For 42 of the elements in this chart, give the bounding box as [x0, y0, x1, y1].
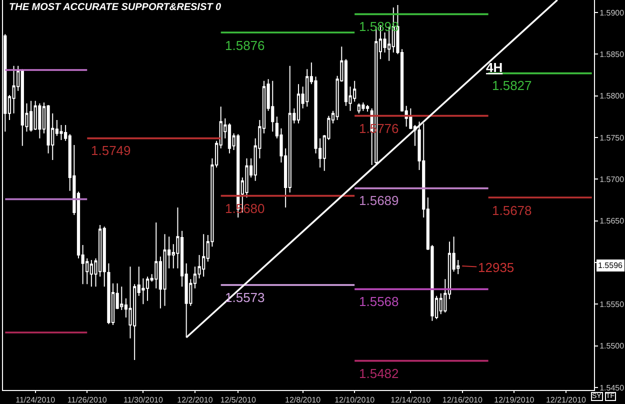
y-tick-label: 1.5700 — [600, 174, 625, 184]
y-tick-label: 1.5750 — [600, 133, 625, 142]
x-tick-label: 12/8/2010 — [285, 396, 322, 404]
series-label: 1.5482 — [359, 366, 399, 381]
candlestick — [228, 122, 232, 154]
y-tick-label: 1.5900 — [600, 8, 625, 18]
x-tick-label: 11/26/2010 — [67, 396, 108, 404]
series-label: 1.5678 — [492, 203, 532, 218]
candlestick — [296, 84, 300, 124]
candlestick — [107, 262, 110, 325]
y-tick-label: 1.5550 — [600, 300, 625, 309]
series-label: 1.5689 — [359, 193, 399, 208]
x-tick-label: 12/5/2010 — [220, 396, 256, 404]
candlestick — [29, 100, 33, 132]
x-tick-label: 11/24/2010 — [16, 396, 56, 404]
annotation: 1.5596 — [598, 261, 624, 270]
y-tick-label: 1.5800 — [600, 92, 625, 101]
x-tick-label: 11/30/2010 — [123, 396, 164, 404]
series-label: 1.5876 — [225, 38, 265, 53]
x-tick-label: 12/10/2010 — [334, 396, 376, 404]
y-tick-label: 1.5500 — [600, 342, 625, 351]
candlestick — [271, 80, 274, 132]
y-tick-label: 1.5850 — [600, 50, 625, 59]
annotation: 12935 — [478, 260, 514, 275]
chart-title: THE MOST ACCURATE SUPPORT&RESIST 0 — [9, 2, 222, 13]
candlestick — [102, 226, 106, 288]
candlestick — [38, 102, 42, 139]
series-label: 1.5568 — [359, 294, 399, 309]
candlestick — [362, 102, 365, 112]
candlestick — [146, 276, 150, 302]
series-label: 1.5827 — [492, 78, 532, 93]
annotation: 4H — [486, 60, 503, 75]
candlestick — [163, 234, 166, 306]
x-tick-label: 12/21/2010 — [546, 396, 587, 404]
candlestick — [366, 104, 370, 112]
x-tick-label: 12/14/2010 — [390, 396, 432, 404]
x-tick-label: 12/19/2010 — [494, 396, 535, 404]
y-tick-label: 1.5650 — [600, 216, 625, 226]
series-label: 1.5749 — [91, 143, 131, 158]
x-tick-label: 12/16/2010 — [442, 396, 483, 404]
x-tick-label: 12/2/2010 — [177, 396, 214, 404]
y-tick-label: 1.5450 — [600, 383, 625, 392]
